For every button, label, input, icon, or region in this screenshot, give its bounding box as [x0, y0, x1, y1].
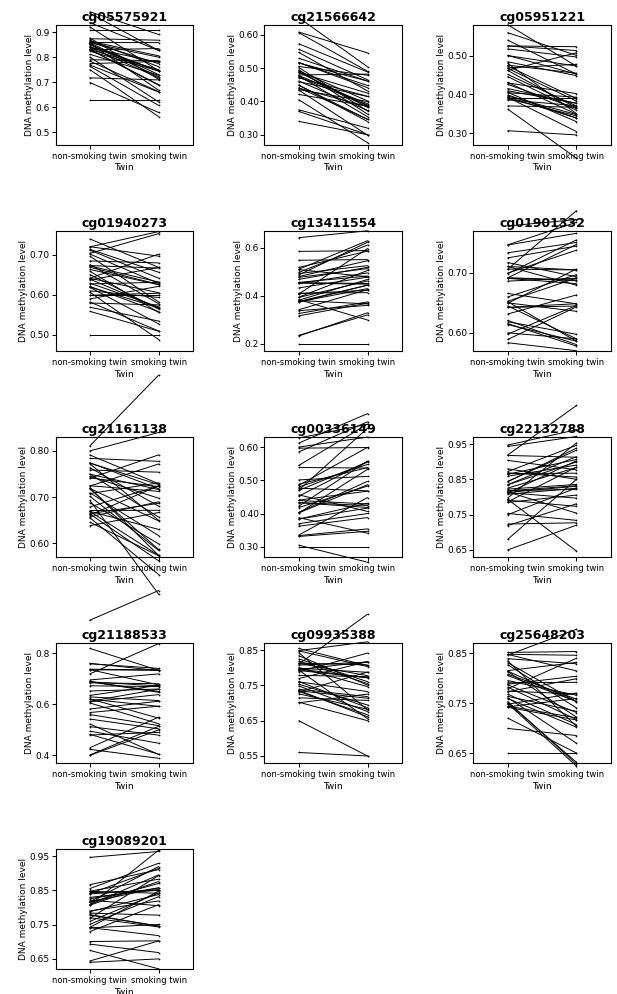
- Y-axis label: DNA methylation level: DNA methylation level: [20, 446, 28, 548]
- Y-axis label: DNA methylation level: DNA methylation level: [437, 34, 446, 136]
- Y-axis label: DNA methylation level: DNA methylation level: [437, 652, 446, 754]
- Y-axis label: DNA methylation level: DNA methylation level: [25, 652, 34, 754]
- X-axis label: Twin: Twin: [114, 576, 134, 584]
- X-axis label: Twin: Twin: [114, 988, 134, 994]
- X-axis label: Twin: Twin: [323, 576, 343, 584]
- X-axis label: Twin: Twin: [114, 370, 134, 379]
- X-axis label: Twin: Twin: [114, 163, 134, 172]
- X-axis label: Twin: Twin: [323, 370, 343, 379]
- X-axis label: Twin: Twin: [532, 781, 552, 791]
- Y-axis label: DNA methylation level: DNA methylation level: [437, 446, 446, 548]
- Title: cg21566642: cg21566642: [290, 11, 376, 24]
- Y-axis label: DNA methylation level: DNA methylation level: [228, 446, 238, 548]
- Title: cg01940273: cg01940273: [81, 217, 167, 230]
- X-axis label: Twin: Twin: [532, 576, 552, 584]
- Y-axis label: DNA methylation level: DNA methylation level: [20, 858, 28, 960]
- Title: cg13411554: cg13411554: [290, 217, 376, 230]
- Y-axis label: DNA methylation level: DNA methylation level: [228, 34, 238, 136]
- X-axis label: Twin: Twin: [532, 370, 552, 379]
- Title: cg01901332: cg01901332: [499, 217, 585, 230]
- Title: cg00336149: cg00336149: [291, 422, 376, 436]
- Y-axis label: DNA methylation level: DNA methylation level: [234, 240, 243, 342]
- Y-axis label: DNA methylation level: DNA methylation level: [437, 240, 446, 342]
- Y-axis label: DNA methylation level: DNA methylation level: [228, 652, 238, 754]
- X-axis label: Twin: Twin: [532, 163, 552, 172]
- X-axis label: Twin: Twin: [114, 781, 134, 791]
- Y-axis label: DNA methylation level: DNA methylation level: [25, 34, 34, 136]
- Title: cg22132788: cg22132788: [499, 422, 585, 436]
- Title: cg05951221: cg05951221: [499, 11, 585, 24]
- Title: cg05575921: cg05575921: [81, 11, 167, 24]
- Title: cg25648203: cg25648203: [499, 629, 585, 642]
- X-axis label: Twin: Twin: [323, 781, 343, 791]
- Title: cg09935388: cg09935388: [291, 629, 376, 642]
- Title: cg21161138: cg21161138: [81, 422, 167, 436]
- Title: cg21188533: cg21188533: [81, 629, 167, 642]
- Y-axis label: DNA methylation level: DNA methylation level: [20, 240, 28, 342]
- X-axis label: Twin: Twin: [323, 163, 343, 172]
- Title: cg19089201: cg19089201: [81, 835, 167, 848]
